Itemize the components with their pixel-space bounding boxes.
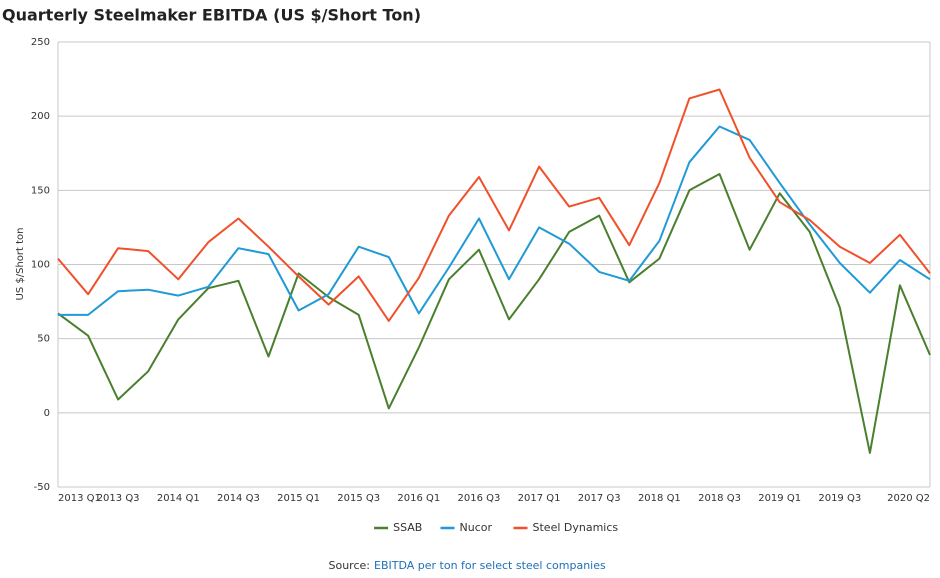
x-tick-label: 2019 Q3 <box>818 493 861 504</box>
series-line <box>57 173 931 454</box>
y-tick-label: 200 <box>31 111 50 122</box>
x-tick-label: 2013 Q1 <box>58 493 101 504</box>
y-tick-label: 0 <box>44 408 50 419</box>
chart-title: Quarterly Steelmaker EBITDA (US $/Short … <box>2 6 421 25</box>
x-tick-label: 2014 Q3 <box>217 493 260 504</box>
y-tick-label: -50 <box>34 482 50 493</box>
x-tick-label: 2017 Q3 <box>578 493 621 504</box>
y-axis-label: US $/Short ton <box>15 228 26 301</box>
y-tick-label: 50 <box>37 334 50 345</box>
x-tick-label: 2015 Q3 <box>337 493 380 504</box>
series-line <box>57 88 931 322</box>
y-tick-label: 100 <box>31 260 50 271</box>
x-tick-label: 2020 Q2 <box>887 493 930 504</box>
y-tick-label: 150 <box>31 185 50 196</box>
x-tick-label: 2014 Q1 <box>157 493 200 504</box>
x-tick-label: 2015 Q1 <box>277 493 320 504</box>
source-text: EBITDA per ton for select steel companie… <box>374 559 606 572</box>
x-tick-label: 2013 Q3 <box>97 493 140 504</box>
series-line <box>58 125 931 316</box>
x-tick-label: 2017 Q1 <box>518 493 561 504</box>
x-tick-label: 2019 Q1 <box>758 493 801 504</box>
x-tick-label: 2018 Q3 <box>698 493 741 504</box>
x-tick-label: 2016 Q3 <box>458 493 501 504</box>
legend-label: Nucor <box>460 521 493 534</box>
y-tick-label: 250 <box>31 37 50 48</box>
legend-label: SSAB <box>393 521 422 534</box>
x-tick-label: 2018 Q1 <box>638 493 681 504</box>
source-label: Source: <box>329 559 371 572</box>
legend-label: Steel Dynamics <box>533 521 619 534</box>
x-tick-label: 2016 Q1 <box>397 493 440 504</box>
